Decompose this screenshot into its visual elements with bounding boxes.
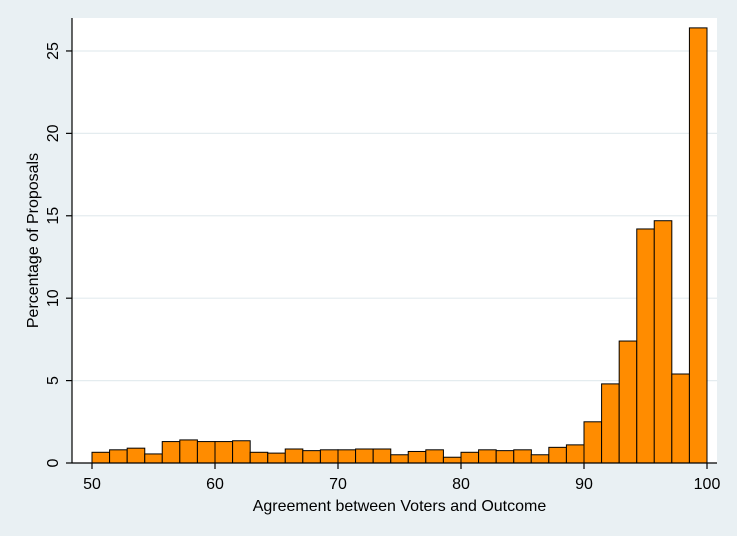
histogram-bar bbox=[636, 228, 655, 464]
y-axis-ticks: 0 5 10 15 20 25 bbox=[45, 42, 72, 467]
x-axis-label: Agreement between Voters and Outcome bbox=[253, 498, 547, 515]
histogram-bar bbox=[109, 449, 128, 464]
x-axis-ticks: 50 60 70 80 90 100 bbox=[83, 463, 720, 493]
axes bbox=[71, 18, 717, 464]
histogram-bar bbox=[126, 447, 146, 464]
histogram-bar bbox=[460, 451, 480, 464]
histogram-bar bbox=[249, 451, 269, 464]
x-tick-label: 100 bbox=[694, 476, 721, 493]
histogram-bar bbox=[319, 449, 339, 464]
y-tick-label: 15 bbox=[45, 207, 62, 225]
histogram-bar bbox=[302, 450, 321, 464]
x-tick-label: 70 bbox=[329, 476, 347, 493]
y-tick-label: 25 bbox=[45, 42, 62, 60]
histogram-bar bbox=[495, 450, 515, 464]
histogram-bar bbox=[284, 448, 304, 464]
histogram-bar bbox=[513, 449, 532, 464]
x-tick-label: 60 bbox=[206, 476, 224, 493]
histogram-bar bbox=[548, 446, 567, 464]
histogram-bar bbox=[179, 439, 198, 464]
histogram-bar bbox=[565, 444, 585, 464]
histogram-bar bbox=[355, 448, 374, 464]
y-tick-label: 20 bbox=[45, 124, 62, 142]
histogram-bar bbox=[372, 448, 392, 464]
y-tick-label: 0 bbox=[45, 458, 62, 467]
histogram-bar bbox=[214, 441, 234, 464]
histogram-bar bbox=[583, 421, 603, 464]
gridlines bbox=[72, 50, 717, 382]
histogram-bar bbox=[530, 454, 550, 464]
y-tick-label: 5 bbox=[45, 376, 62, 385]
y-axis-label: Percentage of Proposals bbox=[25, 153, 42, 328]
histogram-bar bbox=[618, 340, 638, 464]
bars bbox=[91, 27, 708, 464]
histogram-bar bbox=[478, 449, 497, 464]
x-tick-label: 50 bbox=[83, 476, 101, 493]
x-tick-label: 90 bbox=[575, 476, 593, 493]
histogram-bar bbox=[144, 453, 163, 464]
histogram-bar bbox=[601, 383, 620, 464]
histogram-bar bbox=[425, 449, 444, 464]
histogram-bar bbox=[688, 27, 708, 464]
histogram-bar bbox=[390, 454, 409, 464]
histogram-bar bbox=[232, 440, 251, 464]
x-tick-label: 80 bbox=[452, 476, 470, 493]
histogram-bar bbox=[407, 450, 427, 464]
histogram-bar bbox=[267, 452, 286, 464]
histogram-bar bbox=[161, 441, 181, 464]
histogram-bar bbox=[671, 373, 690, 464]
histogram-bar bbox=[337, 449, 357, 464]
histogram-bar bbox=[653, 220, 673, 464]
y-tick-label: 10 bbox=[45, 289, 62, 307]
histogram-bar bbox=[196, 441, 216, 464]
histogram-bar bbox=[91, 451, 111, 464]
histogram-bar bbox=[442, 456, 462, 464]
